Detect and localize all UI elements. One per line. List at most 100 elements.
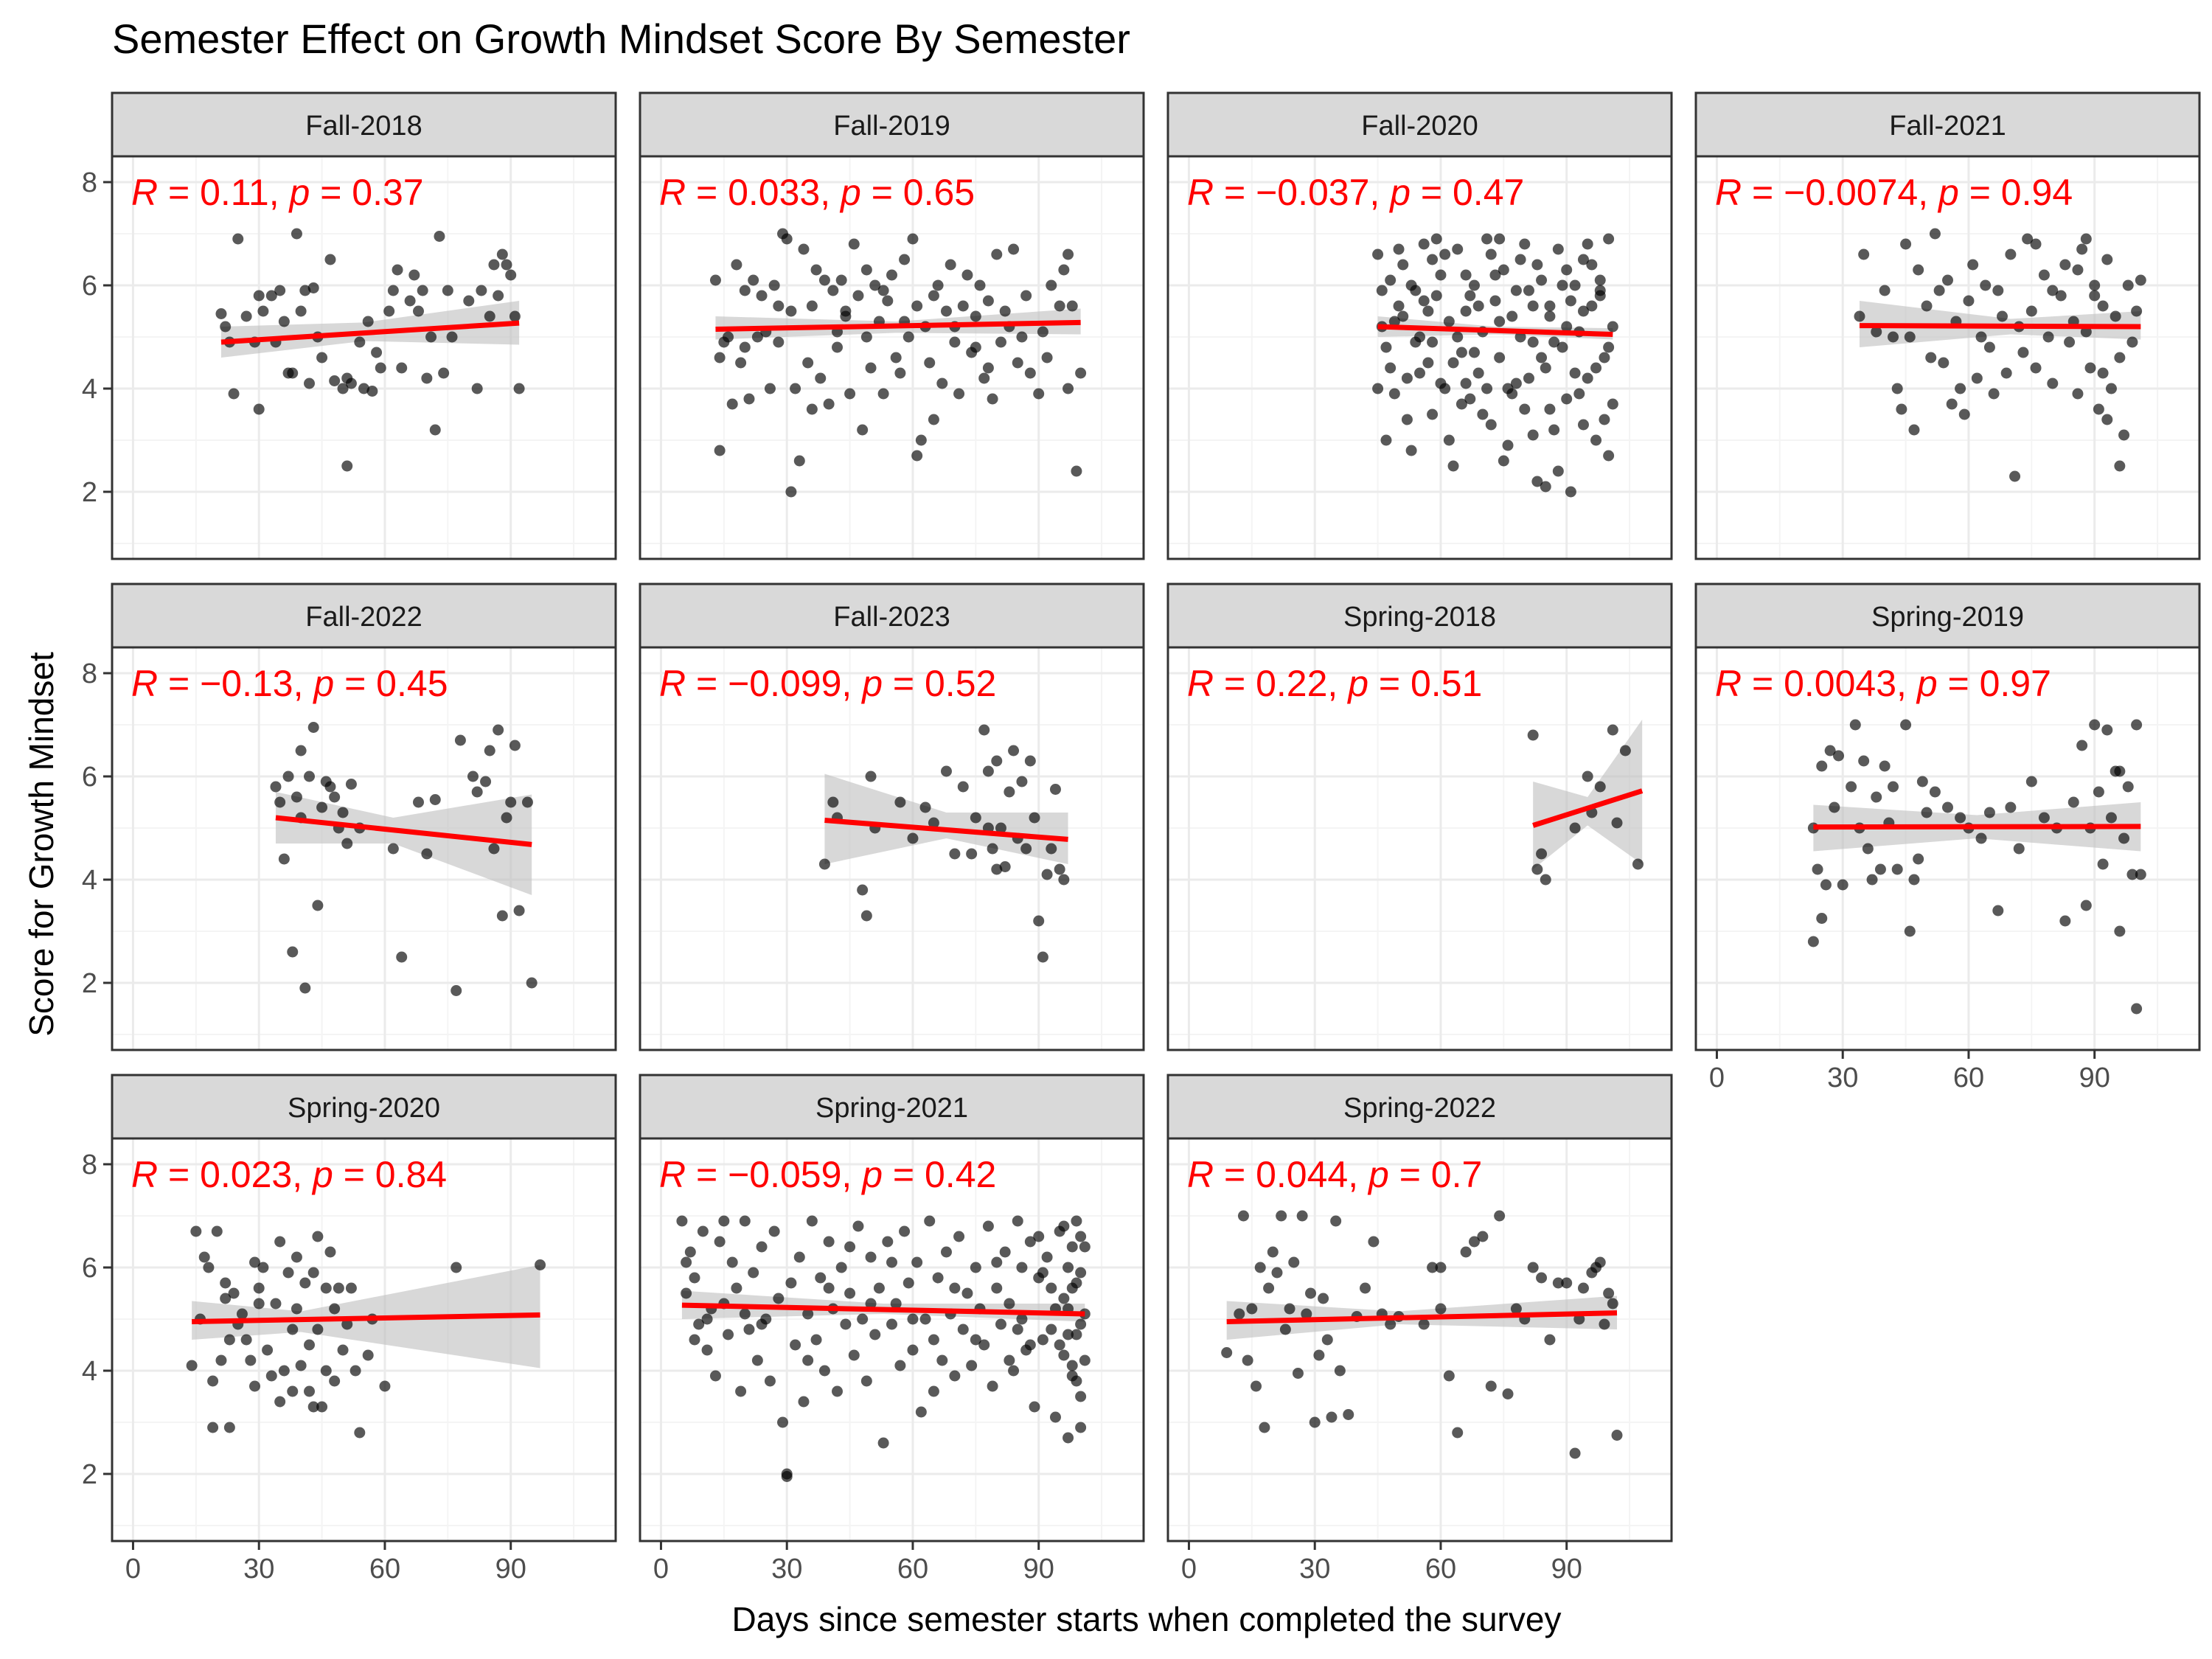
data-point	[307, 1401, 319, 1413]
data-point	[1888, 331, 1899, 343]
data-point	[1443, 316, 1455, 327]
panel-border	[639, 155, 1145, 560]
data-point	[287, 1385, 299, 1397]
data-point	[1569, 822, 1581, 834]
data-point	[1024, 367, 1036, 379]
data-point	[798, 243, 810, 255]
data-point	[1075, 1391, 1087, 1402]
data-point	[1326, 1411, 1338, 1423]
data-point	[1016, 776, 1028, 787]
data-point	[911, 1256, 923, 1268]
data-point	[1468, 279, 1480, 291]
data-point	[790, 1339, 801, 1351]
data-point	[253, 290, 265, 302]
data-point	[1854, 310, 1865, 322]
data-point	[982, 765, 994, 777]
y-tick-label: 8	[82, 167, 97, 198]
data-point	[924, 357, 936, 369]
data-point	[1569, 1447, 1581, 1459]
correlation-annotation: R = −0.037, p = 0.47	[1187, 172, 1524, 213]
data-point	[1468, 1236, 1480, 1248]
data-point	[764, 383, 776, 394]
data-point	[709, 274, 721, 286]
data-point	[1046, 1324, 1057, 1335]
data-point	[1527, 300, 1539, 312]
data-point	[1506, 388, 1518, 400]
data-point	[1029, 812, 1040, 824]
data-point	[945, 259, 956, 271]
data-point	[894, 796, 906, 808]
strip-label: Fall-2023	[833, 602, 950, 633]
strip-label: Fall-2022	[305, 602, 422, 633]
strip-background	[1166, 582, 1673, 649]
data-point	[1565, 295, 1576, 307]
data-point	[349, 1365, 361, 1377]
data-point	[2114, 925, 2126, 937]
data-point	[2030, 238, 2042, 250]
data-point	[1062, 1432, 1074, 1444]
data-point	[1460, 378, 1472, 389]
data-point	[2025, 776, 2037, 787]
facet-spring-2018: Spring-2018 R = 0.22, p = 0.51	[1166, 582, 1673, 1051]
data-point	[790, 383, 801, 394]
data-point	[324, 254, 336, 265]
correlation-annotation: R = −0.059, p = 0.42	[659, 1154, 996, 1195]
data-point	[253, 1298, 265, 1310]
data-point	[1988, 388, 2000, 400]
strip-label: Fall-2019	[833, 111, 950, 142]
data-point	[467, 771, 479, 782]
correlation-annotation: R = 0.0043, p = 0.97	[1715, 663, 2051, 704]
data-point	[257, 1262, 269, 1273]
data-point	[1548, 424, 1560, 436]
data-point	[291, 1251, 302, 1263]
data-point	[1062, 248, 1074, 260]
data-points	[676, 1215, 1091, 1482]
data-point	[362, 316, 374, 327]
data-point	[371, 347, 383, 358]
data-point	[982, 295, 994, 307]
x-tick-label: 90	[1551, 1554, 1582, 1585]
data-point	[2000, 367, 2012, 379]
data-point	[324, 1246, 336, 1258]
data-point	[806, 403, 818, 415]
data-point	[1263, 1282, 1275, 1294]
data-point	[949, 1370, 961, 1382]
data-point	[806, 1215, 818, 1227]
data-points	[270, 722, 538, 996]
grid-lines	[112, 156, 616, 559]
data-point	[1393, 243, 1405, 255]
data-point	[333, 1282, 344, 1294]
data-point	[1012, 357, 1023, 369]
data-point	[869, 279, 881, 291]
data-point	[207, 1422, 219, 1433]
data-point	[1330, 1215, 1342, 1227]
data-point	[815, 1272, 827, 1284]
data-point	[1242, 1354, 1253, 1366]
data-point	[857, 1313, 869, 1325]
data-point	[1938, 357, 1950, 369]
data-point	[731, 259, 742, 271]
data-point	[1427, 408, 1439, 420]
data-point	[446, 331, 458, 343]
data-point	[1536, 848, 1548, 860]
strip-label: Spring-2022	[1343, 1093, 1496, 1124]
data-point	[1820, 879, 1832, 891]
data-point	[894, 1360, 906, 1371]
data-point	[802, 1354, 814, 1366]
data-point	[877, 388, 889, 400]
data-point	[1992, 905, 2004, 917]
data-point	[1464, 393, 1476, 405]
data-point	[1443, 1370, 1455, 1382]
data-point	[1983, 341, 1995, 353]
data-point	[1075, 1422, 1087, 1433]
data-point	[1477, 1231, 1489, 1242]
data-point	[932, 279, 944, 291]
data-point	[1582, 771, 1593, 782]
regression-line	[192, 1312, 540, 1324]
data-point	[316, 352, 328, 364]
data-point	[823, 398, 835, 410]
data-point	[882, 295, 894, 307]
data-point	[1913, 853, 1924, 865]
data-point	[735, 1385, 747, 1397]
data-point	[689, 1272, 700, 1284]
